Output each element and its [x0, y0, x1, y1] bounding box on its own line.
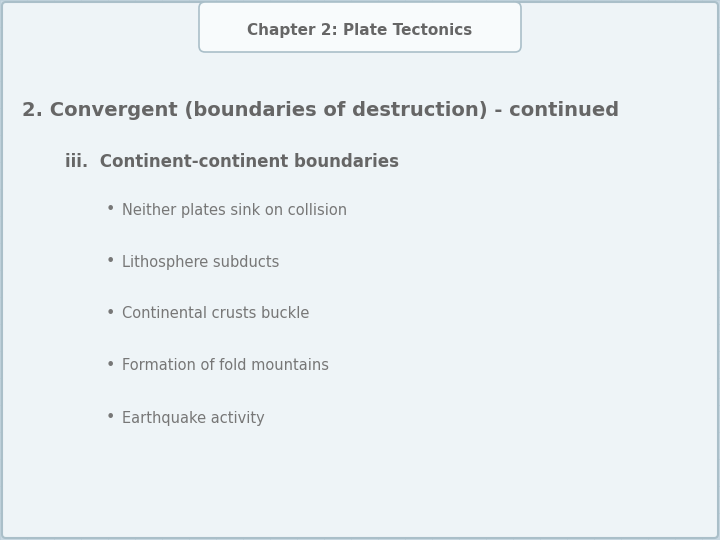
Text: •: • [105, 307, 114, 321]
Text: Chapter 2: Plate Tectonics: Chapter 2: Plate Tectonics [248, 23, 472, 37]
Text: •: • [105, 254, 114, 269]
Text: Formation of fold mountains: Formation of fold mountains [122, 359, 329, 374]
FancyBboxPatch shape [199, 2, 521, 52]
Text: •: • [105, 359, 114, 374]
Text: iii.  Continent-continent boundaries: iii. Continent-continent boundaries [65, 153, 399, 171]
Text: •: • [105, 202, 114, 218]
Text: Continental crusts buckle: Continental crusts buckle [122, 307, 310, 321]
Text: •: • [105, 410, 114, 426]
Text: 2. Convergent (boundaries of destruction) - continued: 2. Convergent (boundaries of destruction… [22, 100, 619, 119]
Text: Lithosphere subducts: Lithosphere subducts [122, 254, 279, 269]
Text: Neither plates sink on collision: Neither plates sink on collision [122, 202, 347, 218]
Text: Earthquake activity: Earthquake activity [122, 410, 265, 426]
